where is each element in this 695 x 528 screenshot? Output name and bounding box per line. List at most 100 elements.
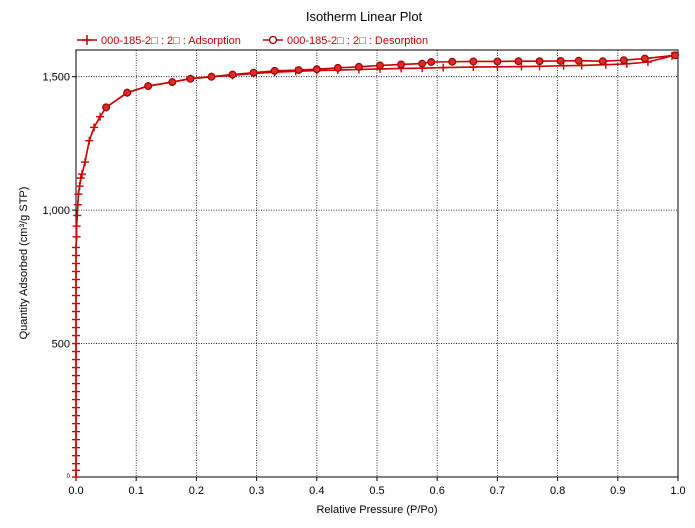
y-tick-label: 500: [52, 339, 70, 351]
legend-item-adsorption: 000-185-2□ : 2□ : Adsorption: [77, 35, 241, 47]
data-point-circle: [144, 82, 153, 90]
data-point-circle: [333, 63, 342, 72]
x-tick-label: 0.5: [369, 485, 384, 497]
data-point-circle: [619, 56, 628, 65]
x-tick-label: 0.0: [68, 485, 83, 497]
data-point-plus: [72, 299, 80, 308]
data-point-plus: [72, 427, 80, 436]
legend-label-desorption: 000-185-2□ : 2□ : Desorption: [287, 35, 428, 47]
x-tick-label: 1.0: [670, 485, 685, 497]
data-point-plus: [96, 112, 105, 121]
data-point-plus: [75, 182, 84, 191]
legend: 000-185-2□ : 2□ : Adsorption 000-185-2□ …: [77, 35, 428, 47]
y-tick-label: 1,500: [42, 72, 70, 84]
data-point-circle: [574, 56, 583, 65]
x-tick-label: 0.8: [550, 485, 565, 497]
data-point-circle: [418, 59, 427, 68]
data-point-circle: [448, 57, 457, 66]
x-tick-label: 0.7: [490, 485, 505, 497]
data-point-plus: [72, 473, 80, 481]
data-point-circle: [228, 70, 237, 79]
data-point-plus: [72, 275, 80, 284]
data-point-circle: [556, 56, 565, 65]
data-point-plus: [72, 459, 80, 468]
series-line: [105, 54, 676, 109]
x-axis-label: Relative Pressure (P/Po): [316, 504, 437, 516]
data-point-plus: [78, 170, 87, 179]
x-axis: 0.0 0.1 0.2 0.3 0.4 0.5 0.6 0.7 0.8 0.9 1.0: [68, 477, 686, 497]
y-tick-label: 1,000: [42, 205, 70, 217]
data-point-plus: [90, 123, 99, 132]
data-point-circle: [312, 65, 321, 74]
data-point-plus: [517, 62, 526, 71]
data-point-plus: [72, 331, 80, 340]
data-point-circle: [397, 60, 406, 69]
data-point-plus: [85, 136, 94, 145]
data-point-plus: [72, 347, 80, 356]
chart-title: Isotherm Linear Plot: [306, 9, 423, 24]
data-point-plus: [72, 371, 80, 380]
data-point-plus: [72, 307, 80, 316]
data-point-circle: [123, 88, 132, 97]
data-point-circle: [102, 103, 111, 112]
data-point-circle: [493, 57, 502, 66]
legend-label-adsorption: 000-185-2□ : 2□ : Adsorption: [101, 35, 241, 47]
data-point-circle: [598, 57, 607, 66]
data-point-circle: [294, 66, 303, 74]
x-tick-label: 0.4: [309, 485, 324, 497]
series-desorption: [102, 51, 679, 112]
data-point-plus: [72, 243, 80, 252]
data-point-plus: [72, 466, 80, 475]
data-point-plus: [72, 259, 80, 268]
data-point-plus: [72, 291, 80, 300]
y-axis-label: Quantity Adsorbed (cm³/g STP): [18, 187, 30, 340]
data-point-plus: [72, 443, 80, 452]
data-point-circle: [376, 61, 384, 70]
data-point-plus: [72, 251, 80, 260]
grid-lines: [76, 50, 678, 477]
data-point-plus: [72, 419, 80, 428]
data-point-circle: [249, 68, 258, 77]
data-point-circle: [207, 72, 216, 81]
data-point-circle: [354, 62, 363, 71]
data-point-plus: [72, 363, 80, 372]
data-point-plus: [72, 267, 80, 276]
data-point-plus: [72, 232, 81, 241]
data-point-circle: [270, 66, 279, 75]
data-point-plus: [72, 387, 80, 396]
x-tick-label: 0.6: [430, 485, 445, 497]
data-point-plus: [73, 200, 82, 209]
data-point-plus: [72, 323, 80, 332]
data-point-circle: [514, 57, 523, 66]
data-point-circle: [186, 74, 195, 83]
data-point-circle: [469, 57, 478, 66]
data-point-plus: [72, 315, 80, 324]
data-point-circle: [535, 57, 544, 66]
data-point-plus: [72, 339, 80, 348]
data-point-plus: [72, 403, 80, 412]
series-layer: [72, 51, 679, 481]
data-point-plus: [72, 451, 80, 460]
data-point-plus: [72, 435, 80, 444]
legend-item-desorption: 000-185-2□ : 2□ : Desorption: [263, 35, 428, 47]
data-point-plus: [72, 411, 80, 420]
data-point-plus: [439, 63, 448, 72]
x-tick-label: 0.1: [129, 485, 144, 497]
data-point-plus: [72, 395, 80, 404]
data-point-plus: [72, 222, 81, 231]
data-point-circle: [640, 54, 649, 63]
x-tick-label: 0.3: [249, 485, 264, 497]
data-point-circle: [671, 51, 679, 60]
data-point-plus: [81, 158, 90, 167]
data-point-plus: [74, 190, 83, 199]
data-point-circle: [427, 58, 436, 66]
x-tick-label: 0.9: [610, 485, 625, 497]
data-point-plus: [72, 283, 80, 292]
data-point-plus: [76, 174, 85, 183]
data-point-plus: [72, 379, 80, 388]
x-tick-label: 0.2: [189, 485, 204, 497]
data-point-plus: [72, 355, 80, 364]
data-point-circle: [168, 78, 177, 86]
y-tick-label: 0: [67, 474, 71, 480]
